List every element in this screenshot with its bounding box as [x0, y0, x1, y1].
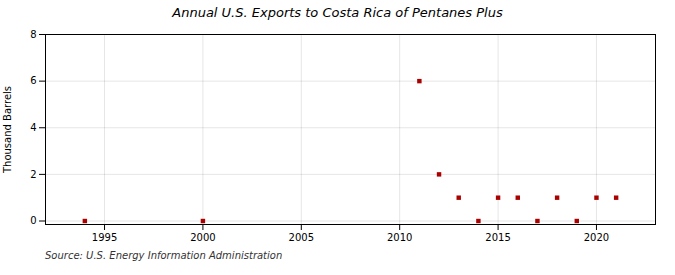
- svg-text:2005: 2005: [289, 232, 314, 243]
- svg-text:2015: 2015: [485, 232, 510, 243]
- svg-text:Thousand Barrels: Thousand Barrels: [2, 86, 13, 174]
- svg-text:2010: 2010: [387, 232, 412, 243]
- svg-text:0: 0: [30, 215, 36, 226]
- svg-text:2020: 2020: [584, 232, 609, 243]
- svg-text:4: 4: [30, 122, 36, 133]
- svg-text:1995: 1995: [92, 232, 117, 243]
- html-text:Source: U.S. Energy Informatio: Source: U.S. Energy Information Administ…: [45, 250, 283, 261]
- html-text:Annual U.S. Exports to Costa R: Annual U.S. Exports to Costa Rica of Pen…: [172, 5, 503, 20]
- svg-text:2: 2: [30, 169, 36, 180]
- svg-text:2000: 2000: [190, 232, 215, 243]
- svg-text:8: 8: [30, 29, 36, 40]
- svg-text:6: 6: [30, 75, 36, 86]
